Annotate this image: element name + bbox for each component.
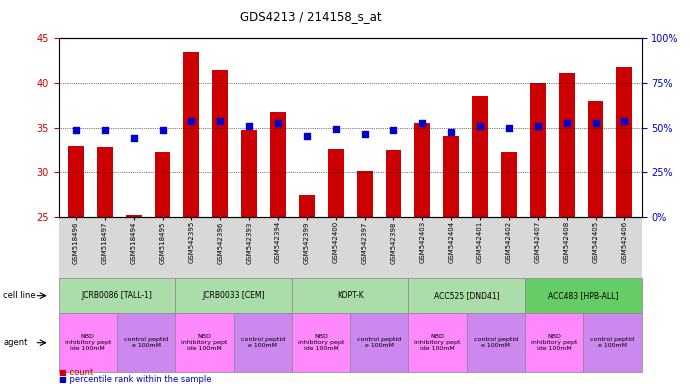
Bar <box>299 195 315 217</box>
Point <box>302 132 313 139</box>
Text: ■ count: ■ count <box>59 368 93 377</box>
Bar <box>501 152 517 217</box>
Point <box>388 127 399 133</box>
Bar <box>241 130 257 217</box>
Bar <box>415 123 431 217</box>
Point <box>619 118 630 124</box>
Bar <box>155 152 170 217</box>
Bar <box>588 101 604 217</box>
Point <box>331 126 342 132</box>
Bar <box>328 149 344 217</box>
Point <box>446 129 457 135</box>
Text: ACC483 [HPB-ALL]: ACC483 [HPB-ALL] <box>549 291 618 300</box>
Text: KOPT-K: KOPT-K <box>337 291 364 300</box>
Text: NBD
inhibitory pept
ide 100mM: NBD inhibitory pept ide 100mM <box>298 334 344 351</box>
Text: NBD
inhibitory pept
ide 100mM: NBD inhibitory pept ide 100mM <box>415 334 461 351</box>
Text: NBD
inhibitory pept
ide 100mM: NBD inhibitory pept ide 100mM <box>65 334 111 351</box>
Bar <box>97 147 112 217</box>
Bar <box>386 150 402 217</box>
Point <box>504 125 515 131</box>
Point <box>128 135 139 141</box>
Text: ACC525 [DND41]: ACC525 [DND41] <box>434 291 500 300</box>
Point <box>359 131 370 137</box>
Text: control peptid
e 100mM: control peptid e 100mM <box>357 337 402 348</box>
Bar <box>530 83 546 217</box>
Text: agent: agent <box>3 338 28 347</box>
Bar <box>270 112 286 217</box>
Text: NBD
inhibitory pept
ide 100mM: NBD inhibitory pept ide 100mM <box>531 334 578 351</box>
Point <box>590 120 601 126</box>
Bar <box>184 52 199 217</box>
Bar <box>443 136 459 217</box>
Bar <box>472 96 488 217</box>
Point <box>532 123 543 129</box>
Text: control peptid
e 100mM: control peptid e 100mM <box>241 337 285 348</box>
Bar <box>616 67 632 217</box>
Text: NBD
inhibitory pept
ide 100mM: NBD inhibitory pept ide 100mM <box>181 334 228 351</box>
Bar <box>126 215 141 217</box>
Text: GDS4213 / 214158_s_at: GDS4213 / 214158_s_at <box>239 10 382 23</box>
Text: control peptid
e 100mM: control peptid e 100mM <box>591 337 635 348</box>
Text: JCRB0033 [CEM]: JCRB0033 [CEM] <box>202 291 265 300</box>
Bar <box>213 70 228 217</box>
Bar <box>559 73 575 217</box>
Point <box>244 123 255 129</box>
Text: cell line: cell line <box>3 291 36 300</box>
Point <box>215 118 226 124</box>
Bar <box>68 146 84 217</box>
Point <box>561 120 572 126</box>
Point <box>273 120 284 126</box>
Point <box>475 123 486 129</box>
Text: ■ percentile rank within the sample: ■ percentile rank within the sample <box>59 375 211 384</box>
Point <box>99 127 110 133</box>
Point <box>157 127 168 133</box>
Point <box>417 120 428 126</box>
Point <box>70 127 81 133</box>
Text: control peptid
e 100mM: control peptid e 100mM <box>474 337 518 348</box>
Point <box>186 118 197 124</box>
Text: JCRB0086 [TALL-1]: JCRB0086 [TALL-1] <box>81 291 152 300</box>
Text: control peptid
e 100mM: control peptid e 100mM <box>124 337 168 348</box>
Bar <box>357 171 373 217</box>
